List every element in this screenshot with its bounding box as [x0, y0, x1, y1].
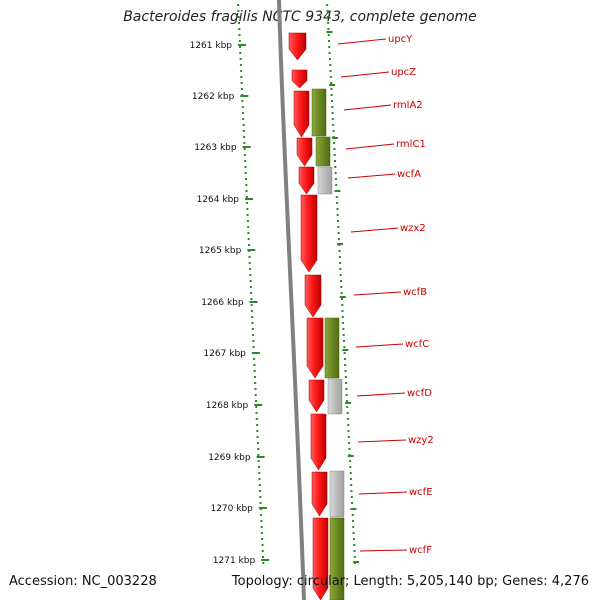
- cds-arrow: [296, 137, 313, 167]
- accession-text: Accession: NC_003228: [9, 574, 157, 589]
- gene-label: wcfC: [405, 339, 429, 350]
- kbp-tick: [254, 404, 263, 406]
- cds-arrow: [311, 471, 328, 517]
- kbp-tick-label: 1268 kbp: [206, 401, 249, 411]
- backbone-line: [277, 0, 306, 600]
- kbp-tick: [256, 456, 265, 458]
- kbp-tick: [242, 146, 251, 148]
- kbp-tick: [251, 352, 260, 354]
- grey-gene-block: [317, 166, 333, 195]
- cds-arrow: [308, 379, 325, 413]
- cds-arrow: [293, 90, 310, 138]
- kbp-tick-label: 1261 kbp: [190, 41, 233, 51]
- kbp-tick-label: 1266 kbp: [201, 298, 244, 308]
- gene-label: wcfF: [409, 545, 432, 556]
- kbp-tick-label: 1263 kbp: [194, 143, 237, 153]
- gene-leader-line: [359, 549, 408, 552]
- gene-label: upcY: [388, 34, 413, 45]
- gene-leader-line: [345, 143, 395, 150]
- outer-ruler-dots: [237, 4, 265, 564]
- inner-ruler-dots: [326, 4, 360, 564]
- gene-leader-line: [353, 291, 402, 296]
- olive-gene-block: [329, 517, 345, 600]
- olive-gene-block: [311, 88, 327, 137]
- kbp-tick-label: 1267 kbp: [203, 349, 246, 359]
- gene-label: rmlC1: [396, 139, 426, 150]
- gene-label: wcfD: [407, 388, 432, 399]
- grey-gene-block: [329, 470, 345, 518]
- gene-label: rmlA2: [393, 100, 423, 111]
- map-title: Bacteroides fragilis NCTC 9343, complete…: [123, 9, 477, 25]
- gene-leader-line: [337, 38, 387, 45]
- kbp-tick: [240, 95, 249, 97]
- olive-gene-block: [315, 136, 331, 167]
- gene-label: wzx2: [400, 223, 426, 234]
- cds-arrow: [298, 166, 315, 195]
- gene-labels: upcY upcZ rmlA2 rmlC1 wcfA wzx2 wcfB wcfC wcfD wz…: [337, 34, 434, 556]
- kbp-tick: [261, 559, 270, 561]
- gene-label: wcfA: [397, 169, 421, 180]
- kbp-tick: [249, 301, 258, 303]
- kbp-ruler: 1261 kbp 1262 kbp 1263 kbp 1264 kbp 1265 kbp…: [190, 41, 270, 566]
- gene-leader-line: [340, 71, 390, 78]
- kbp-tick-label: 1264 kbp: [197, 195, 240, 205]
- gene-leader-line: [356, 392, 406, 397]
- gene-leader-line: [343, 104, 392, 111]
- cds-arrow: [291, 69, 308, 89]
- olive-gene-block: [324, 317, 340, 379]
- gene-leader-line: [347, 173, 396, 179]
- gene-leader-line: [357, 439, 407, 443]
- kbp-tick: [238, 44, 246, 46]
- gene-label: wzy2: [408, 435, 434, 446]
- kbp-tick-label: 1271 kbp: [213, 556, 256, 566]
- cds-arrow: [310, 413, 327, 471]
- gene-label: wcfB: [403, 287, 427, 298]
- grey-gene-block: [327, 378, 343, 415]
- gene-leader-line: [358, 491, 408, 495]
- cds-arrow: [312, 517, 329, 600]
- topology-text: Topology: circular; Length: 5,205,140 bp…: [231, 574, 589, 589]
- kbp-tick: [247, 249, 256, 251]
- cds-arrow: [306, 317, 324, 379]
- cds-arrow: [288, 32, 307, 61]
- cds-arrow: [304, 274, 322, 318]
- kbp-tick: [245, 198, 253, 200]
- gene-label: upcZ: [391, 67, 416, 78]
- kbp-tick-label: 1269 kbp: [208, 453, 251, 463]
- kbp-tick-label: 1265 kbp: [199, 246, 242, 256]
- kbp-tick: [258, 507, 267, 509]
- kbp-tick-label: 1262 kbp: [192, 92, 235, 102]
- kbp-tick-label: 1270 kbp: [210, 504, 253, 514]
- gene-leader-line: [355, 343, 404, 348]
- gene-label: wcfE: [409, 487, 433, 498]
- gene-leader-line: [350, 227, 399, 233]
- cds-track: [288, 32, 345, 600]
- cds-arrow: [300, 194, 318, 273]
